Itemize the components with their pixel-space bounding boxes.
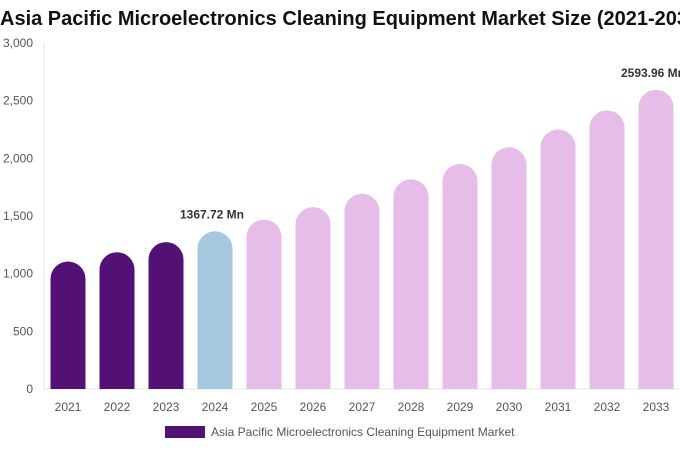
x-tick-label: 2022 bbox=[104, 400, 131, 414]
bar-2030 bbox=[491, 147, 527, 389]
bar-2026 bbox=[295, 207, 331, 389]
legend-label: Asia Pacific Microelectronics Cleaning E… bbox=[211, 425, 515, 439]
bar-2027 bbox=[344, 193, 380, 389]
x-tick-label: 2033 bbox=[643, 400, 670, 414]
bar-2024 bbox=[197, 231, 233, 389]
x-tick-label: 2032 bbox=[594, 400, 621, 414]
y-tick-label: 500 bbox=[13, 324, 33, 338]
x-tick-label: 2031 bbox=[545, 400, 572, 414]
x-tick-label: 2028 bbox=[398, 400, 425, 414]
x-tick-label: 2030 bbox=[496, 400, 523, 414]
bar-2021 bbox=[50, 261, 86, 389]
legend: Asia Pacific Microelectronics Cleaning E… bbox=[165, 425, 514, 439]
y-tick-label: 2,500 bbox=[3, 94, 33, 108]
data-label-2033: 2593.96 Mn bbox=[621, 66, 680, 80]
bar-2033 bbox=[638, 89, 674, 389]
bar-2022 bbox=[99, 252, 135, 389]
chart-title: Asia Pacific Microelectronics Cleaning E… bbox=[0, 8, 680, 30]
bar-2023 bbox=[148, 242, 184, 389]
data-label-2024: 1367.72 Mn bbox=[180, 207, 244, 221]
bar-2025 bbox=[246, 219, 282, 389]
bar-2028 bbox=[393, 179, 429, 389]
y-tick-label: 1,000 bbox=[3, 267, 33, 281]
x-tick-label: 2027 bbox=[349, 400, 376, 414]
x-tick-label: 2029 bbox=[447, 400, 474, 414]
bar-2032 bbox=[589, 110, 625, 389]
y-tick-label: 2,000 bbox=[3, 151, 33, 165]
legend-swatch bbox=[165, 426, 205, 438]
y-tick-label: 1,500 bbox=[3, 209, 33, 223]
x-tick-label: 2024 bbox=[202, 400, 229, 414]
bar-2029 bbox=[442, 163, 478, 389]
x-tick-label: 2021 bbox=[55, 400, 82, 414]
bar-2031 bbox=[540, 129, 576, 389]
x-tick-label: 2026 bbox=[300, 400, 327, 414]
y-tick-label: 3,000 bbox=[3, 36, 33, 50]
x-tick-label: 2023 bbox=[153, 400, 180, 414]
x-tick-label: 2025 bbox=[251, 400, 278, 414]
y-tick-label: 0 bbox=[26, 382, 33, 396]
